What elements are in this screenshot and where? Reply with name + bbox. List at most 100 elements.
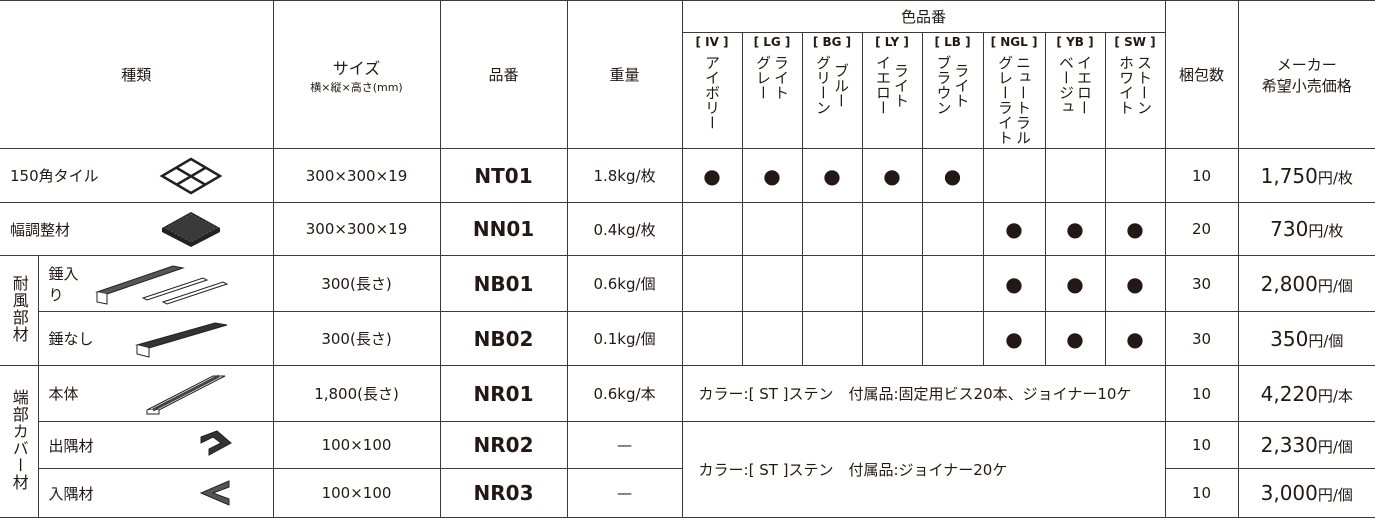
color-cell	[861, 255, 923, 312]
color-cell: ●	[681, 148, 743, 203]
name-cell: 本体	[37, 365, 274, 422]
code-cell: NB01	[439, 255, 568, 312]
color-header: [ NGL ] ニュートラル グレーライト	[982, 32, 1046, 149]
price-unit: 円/個	[1308, 331, 1344, 350]
color-cell	[681, 311, 743, 366]
note-text: カラー:[ ST ]ステン 付属品:ジョイナー20ケ	[698, 461, 1008, 479]
color-header: [ IV ] アイボリー	[682, 32, 743, 149]
table-row: 錘なし 300(長さ) NB02 0.1kg/個 ● ● ● 30 350円/個	[0, 311, 1375, 366]
name-cell: 錘なし	[38, 311, 274, 366]
color-code: [ BG ]	[812, 35, 852, 49]
code-cell: NN01	[439, 202, 568, 256]
price-cell: 2,330円/個	[1237, 421, 1375, 469]
size-cell: 300(長さ)	[272, 311, 441, 366]
type-header: 種類	[0, 0, 274, 149]
color-name-line: ライト	[952, 62, 971, 108]
header-text: 種類	[121, 66, 152, 84]
color-name: イエロー ベージュ	[1046, 55, 1105, 115]
product-name: 錘入り	[48, 264, 79, 304]
color-cell	[861, 202, 923, 256]
product-name: 本体	[48, 385, 79, 403]
product-name: 幅調整材	[10, 220, 71, 239]
pack-cell: 20	[1164, 202, 1239, 256]
weight-cell: —	[566, 421, 683, 469]
name-cell: 入隅材	[38, 468, 274, 518]
color-cell	[741, 202, 803, 256]
color-cell	[921, 255, 984, 312]
product-icon	[159, 209, 223, 249]
group-label: 耐風部材	[9, 274, 29, 343]
color-cell	[801, 202, 863, 256]
pack-text: 10	[1191, 384, 1212, 403]
color-header: [ BG ] ブルー グリーン	[801, 32, 863, 149]
color-cell	[741, 255, 803, 312]
name-wrap: 入隅材	[39, 477, 273, 509]
color-name: ライト ブラウン	[923, 55, 983, 115]
color-dot: ●	[943, 163, 962, 188]
color-cell	[861, 311, 923, 366]
product-name: 150角タイル	[10, 167, 99, 185]
size-cell: 300×300×19	[272, 202, 441, 256]
weight-text: 1.8kg/枚	[593, 167, 656, 185]
pack-cell: 30	[1164, 255, 1239, 312]
size-cell: 100×100	[272, 468, 441, 518]
color-header: [ LG ] ライト グレー	[741, 32, 803, 149]
color-name-line: ライト	[892, 62, 911, 108]
color-cell: ●	[982, 311, 1046, 366]
color-dot: ●	[1005, 271, 1023, 296]
name-wrap: 幅調整材	[0, 209, 273, 249]
size-text: 300(長さ)	[321, 275, 392, 293]
product-name: 錘なし	[48, 330, 94, 348]
product-icon	[197, 477, 233, 509]
size-text: 1,800(長さ)	[314, 385, 399, 403]
color-name: ライト グレー	[743, 55, 802, 100]
note-cell: カラー:[ ST ]ステン 付属品:固定用ビス20本、ジョイナー10ケ	[681, 365, 1166, 422]
header-text: メーカー	[1276, 55, 1337, 74]
color-dot: ●	[1126, 271, 1144, 296]
size-text: 300(長さ)	[321, 330, 392, 348]
color-cell	[1104, 148, 1166, 203]
price-text: 4,220	[1260, 381, 1318, 406]
header-note: 横×縦×高さ(mm)	[310, 80, 403, 94]
color-name: ストーン ホワイト	[1106, 55, 1165, 115]
color-cell	[681, 255, 743, 312]
weight-cell: 0.1kg/個	[566, 311, 683, 366]
table-row: 端部カバー材 本体 1,800(長さ) NR01 0.6kg/本 カラー:[ ST ]ステ…	[0, 365, 1375, 518]
color-name-line: ブルー	[832, 62, 851, 108]
weight-text: 0.6kg/本	[593, 385, 656, 403]
price-unit: 円/個	[1317, 276, 1353, 295]
pack-cell: 10	[1164, 468, 1239, 518]
group-cell: 端部カバー材	[0, 365, 39, 518]
price-text: 730	[1270, 217, 1309, 241]
pack-cell: 10	[1164, 421, 1239, 469]
weight-cell: 0.6kg/個	[566, 255, 683, 312]
pack-cell: 10	[1164, 365, 1239, 422]
code-cell: NB02	[439, 311, 568, 366]
weight-cell: 0.4kg/枚	[566, 202, 683, 256]
price-unit: 円/本	[1317, 386, 1353, 405]
color-name-line: イエロー	[874, 55, 893, 115]
size-cell: 100×100	[272, 421, 441, 469]
code-cell: NR01	[439, 365, 568, 422]
color-dot: ●	[1066, 271, 1084, 296]
header-text: サイズ	[332, 58, 381, 78]
product-icon	[197, 429, 233, 461]
pack-text: 10	[1191, 166, 1212, 185]
color-name-line: アイボリー	[703, 55, 722, 130]
size-text: 100×100	[321, 484, 392, 502]
price-cell: 730円/枚	[1237, 202, 1375, 256]
color-cell	[801, 311, 863, 366]
pack-text: 10	[1191, 484, 1212, 502]
color-code: [ NGL ]	[990, 35, 1038, 49]
color-name: ブルー グリーン	[803, 55, 862, 115]
color-cell: ●	[1044, 202, 1106, 256]
code-text: NR02	[473, 433, 534, 457]
price-cell: 2,800円/個	[1237, 255, 1375, 312]
color-name-line: グレー	[754, 55, 773, 100]
color-cell: ●	[801, 148, 863, 203]
color-code: [ LY ]	[875, 35, 909, 49]
product-name: 入隅材	[48, 484, 94, 503]
group-cell: 耐風部材	[0, 255, 39, 366]
